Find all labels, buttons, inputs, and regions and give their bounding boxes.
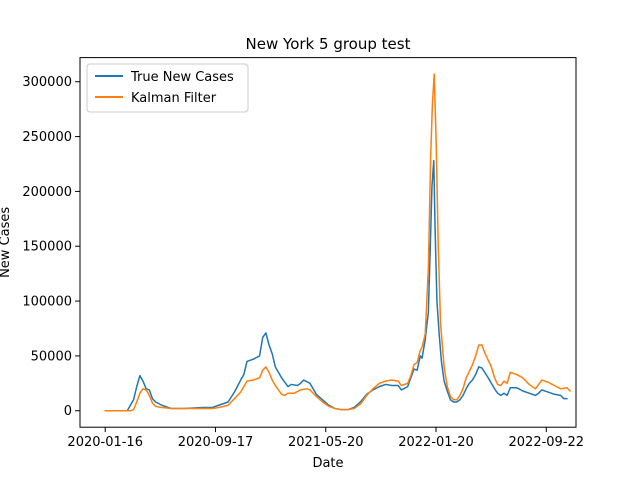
y-tick-label: 100000 (22, 295, 72, 310)
axes-frame (79, 57, 577, 428)
x-tick-label: 2020-01-16 (67, 435, 143, 450)
x-axis-label: Date (312, 456, 343, 471)
y-tick-label: 250000 (22, 130, 72, 145)
series-layer (104, 73, 571, 412)
legend-label-true-new-cases: True New Cases (130, 70, 234, 85)
x-axis: 2020-01-16 2020-09-17 2021-05-20 2022-01-20… (67, 427, 584, 450)
x-tick-label: 2020-09-17 (178, 435, 254, 450)
chart-title: New York 5 group test (246, 35, 411, 53)
y-axis-label: New Cases (0, 207, 13, 278)
legend-box (86, 63, 249, 113)
series-line-kalman-filter (104, 73, 571, 412)
x-tick-label: 2021-05-20 (288, 435, 364, 450)
y-tick-label: 300000 (22, 75, 72, 90)
y-tick-label: 50000 (31, 349, 72, 364)
x-tick-label: 2022-01-20 (398, 435, 474, 450)
series-line-true-new-cases (104, 159, 568, 412)
y-tick-label: 200000 (22, 185, 72, 200)
legend: True New Cases Kalman Filter (86, 63, 249, 113)
x-tick-label: 2022-09-22 (509, 435, 585, 450)
plot-area (80, 57, 576, 428)
y-tick-label: 150000 (22, 240, 72, 255)
legend-label-kalman-filter: Kalman Filter (131, 91, 217, 106)
y-axis: 0 50000 100000 150000 200000 250000 300000 (22, 75, 80, 419)
y-tick-label: 0 (64, 404, 72, 419)
